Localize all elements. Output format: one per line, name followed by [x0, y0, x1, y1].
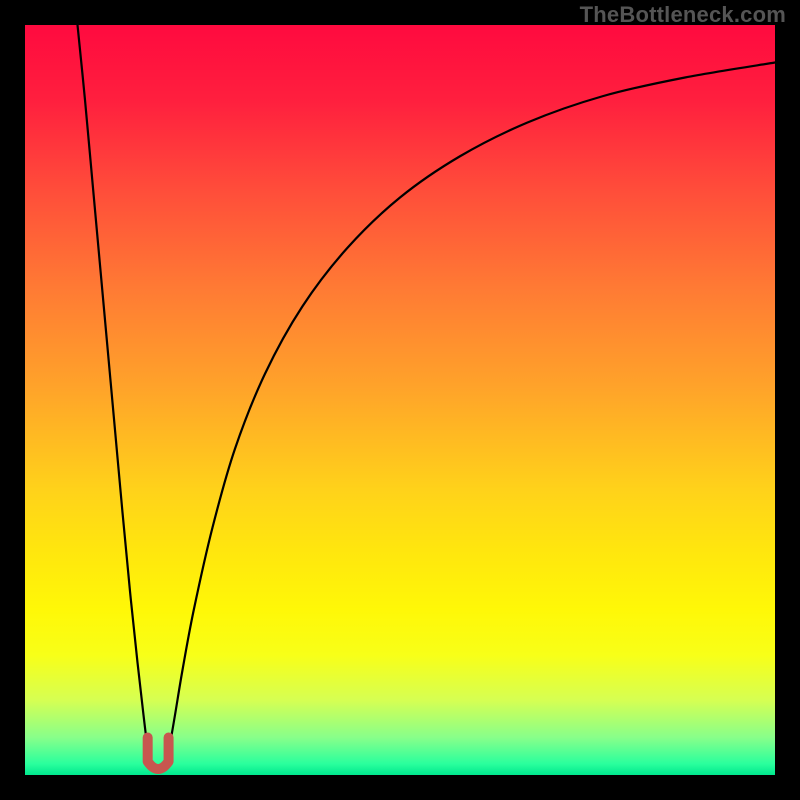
watermark-text: TheBottleneck.com — [580, 2, 786, 28]
chart-svg — [0, 0, 800, 800]
chart-container: TheBottleneck.com — [0, 0, 800, 800]
